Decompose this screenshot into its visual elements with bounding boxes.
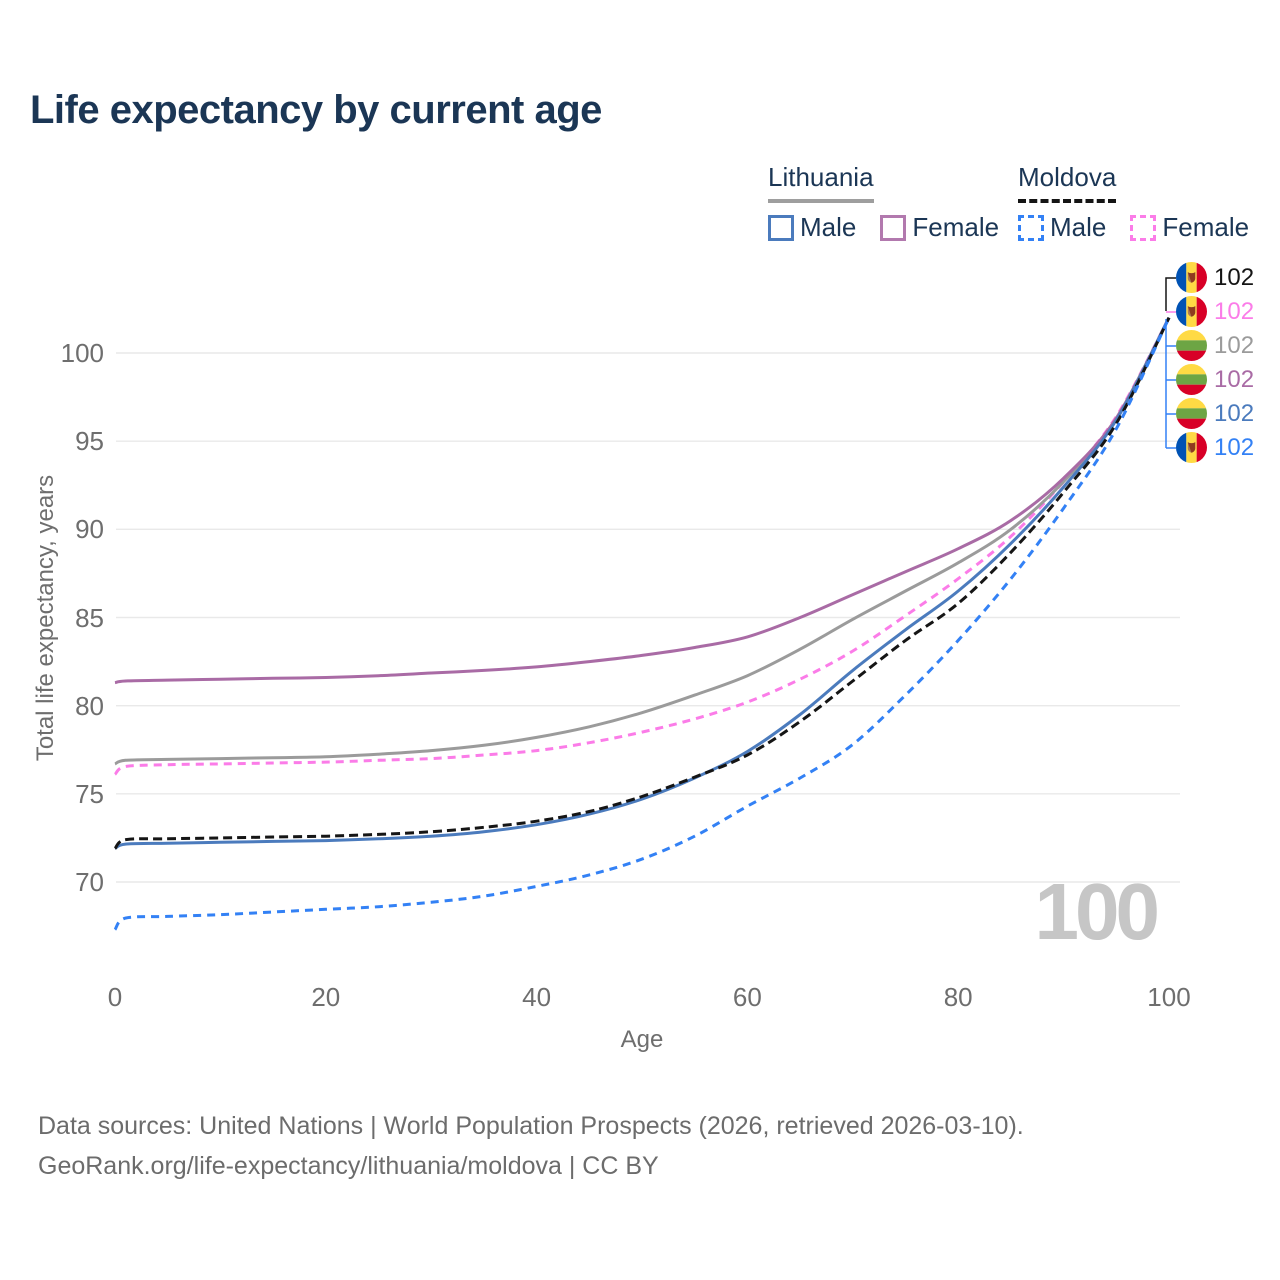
legend-item-label: Female <box>912 212 1000 242</box>
legend-country-lithuania: Lithuania <box>768 162 874 203</box>
legend-swatch-lithuania-female <box>880 214 907 241</box>
y-tick-label-90: 90 <box>75 514 104 545</box>
legend-swatch-lithuania-male <box>768 214 794 241</box>
series-line-md-total <box>113 317 1171 850</box>
legend-items-moldova: Male Female <box>1018 212 1249 243</box>
lithuania-flag-icon <box>1176 330 1207 361</box>
age-counter-watermark: 100 <box>1034 867 1160 956</box>
moldova-flag-icon <box>1176 432 1207 463</box>
x-tick-label-20: 20 <box>311 982 341 1012</box>
chart-legend: Lithuania Male Female Moldova Male <box>0 162 1280 242</box>
x-tick-label-0: 0 <box>107 982 123 1012</box>
end-label-row-lithuania-4: 102 <box>1176 398 1254 429</box>
series-line-lt-female <box>114 317 1171 685</box>
series-line-md-male <box>113 317 1171 931</box>
legend-item-label: Female <box>1162 212 1250 242</box>
end-label-value: 102 <box>1214 264 1255 291</box>
x-tick-label-80: 80 <box>943 982 973 1012</box>
end-label-value: 102 <box>1214 298 1255 325</box>
y-tick-label-85: 85 <box>75 602 104 633</box>
end-label-value: 102 <box>1214 400 1255 427</box>
legend-item-label: Male <box>800 212 857 242</box>
leader-line-bracket <box>1165 319 1176 449</box>
end-label-row-moldova-1: 102 <box>1176 296 1254 327</box>
footer: Data sources: United Nations | World Pop… <box>38 1106 1024 1186</box>
x-tick-label-100: 100 <box>1147 982 1191 1012</box>
legend-group-moldova: Moldova Male Female <box>1018 162 1249 243</box>
y-tick-label-75: 75 <box>75 778 104 809</box>
end-label-value: 102 <box>1214 366 1255 393</box>
end-label-row-lithuania-3: 102 <box>1176 364 1254 395</box>
x-tick-label-60: 60 <box>732 982 762 1012</box>
legend-country-moldova: Moldova <box>1018 162 1117 203</box>
end-label-row-moldova-0: 102 <box>1176 262 1254 293</box>
lithuania-flag-icon <box>1176 398 1207 429</box>
moldova-flag-icon <box>1176 262 1207 293</box>
moldova-flag-icon <box>1176 296 1207 327</box>
legend-items-lithuania: Male Female <box>768 212 999 243</box>
series-line-lt-total <box>114 317 1171 766</box>
leader-line-moldova-total <box>1165 277 1176 311</box>
y-tick-label-80: 80 <box>75 690 104 721</box>
series-line-md-female <box>113 316 1171 776</box>
end-label-row-lithuania-2: 102 <box>1176 330 1254 361</box>
legend-group-lithuania: Lithuania Male Female <box>768 162 999 243</box>
legend-item-lithuania-male[interactable]: Male <box>768 212 856 243</box>
series-line-lt-male <box>114 317 1171 850</box>
x-tick-label-40: 40 <box>522 982 552 1012</box>
page-title: Life expectancy by current age <box>30 88 602 132</box>
legend-item-moldova-female[interactable]: Female <box>1130 212 1249 243</box>
end-label-row-moldova-5: 102 <box>1176 432 1254 463</box>
y-tick-label-95: 95 <box>75 426 104 457</box>
footer-link[interactable]: GeoRank.org/life-expectancy/lithuania/mo… <box>38 1152 659 1180</box>
legend-item-moldova-male[interactable]: Male <box>1018 212 1106 243</box>
legend-swatch-moldova-male <box>1018 214 1044 241</box>
footer-data-sources: Data sources: United Nations | World Pop… <box>38 1112 1024 1140</box>
lithuania-flag-icon <box>1176 364 1207 395</box>
x-axis-title: Age <box>620 1026 664 1053</box>
end-label-value: 102 <box>1214 332 1255 359</box>
legend-item-label: Male <box>1050 212 1107 242</box>
y-tick-label-70: 70 <box>75 867 104 897</box>
legend-swatch-moldova-female <box>1130 214 1157 241</box>
end-label-value: 102 <box>1214 434 1255 461</box>
y-tick-label-100: 100 <box>60 338 104 368</box>
legend-item-lithuania-female[interactable]: Female <box>880 212 999 243</box>
